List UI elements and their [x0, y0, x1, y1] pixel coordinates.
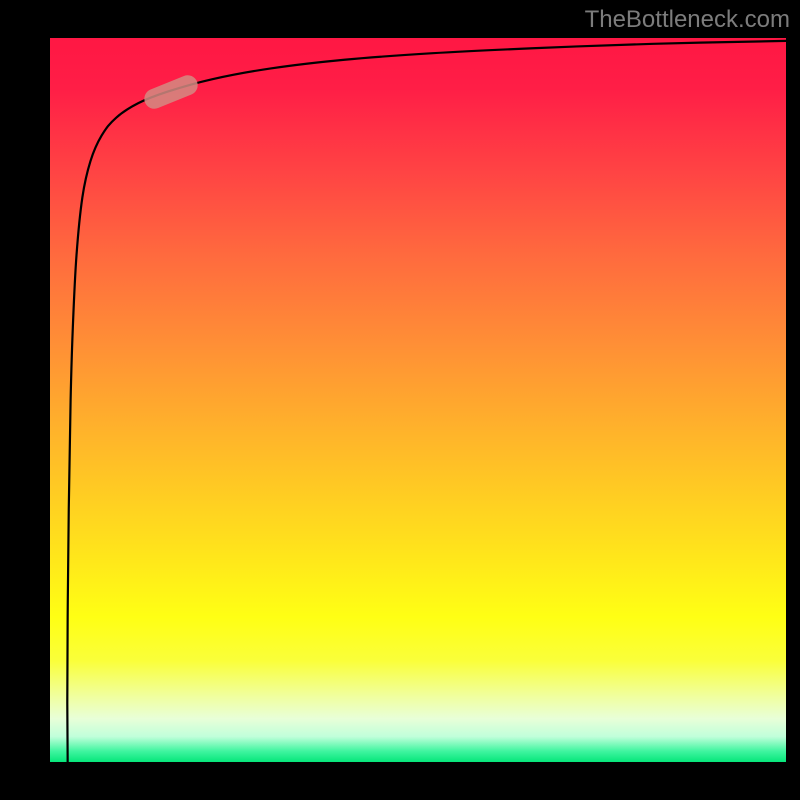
attribution-text: TheBottleneck.com — [585, 6, 790, 34]
curve-path — [67, 41, 786, 762]
plot-area — [50, 38, 786, 762]
chart-container: TheBottleneck.com — [0, 0, 800, 800]
curve-svg — [50, 38, 786, 762]
